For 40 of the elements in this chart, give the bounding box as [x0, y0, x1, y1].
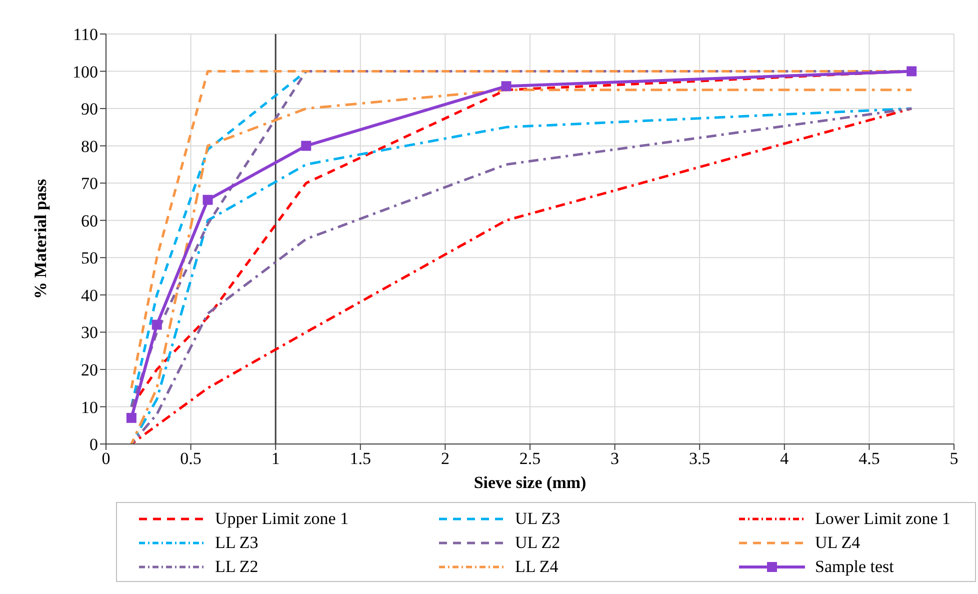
y-tick-label: 10 — [81, 398, 98, 417]
point — [501, 81, 512, 92]
legend-label: UL Z3 — [515, 509, 560, 529]
point — [906, 66, 917, 76]
legend-label: Lower Limit zone 1 — [815, 509, 950, 529]
point — [152, 320, 162, 330]
y-tick-label: 0 — [90, 435, 98, 454]
legend-label: UL Z2 — [515, 533, 560, 553]
x-tick-label: 3.5 — [688, 449, 710, 468]
legend-label: LL Z3 — [215, 533, 258, 553]
y-tick-label: 90 — [81, 100, 98, 119]
y-tick-label: 30 — [81, 323, 98, 342]
y-axis-title: % Material pass — [31, 178, 50, 299]
x-tick-label: 5 — [950, 449, 958, 468]
y-tick-label: 100 — [72, 62, 98, 82]
legend-label: LL Z2 — [215, 557, 258, 577]
x-tick-label: 3 — [610, 449, 620, 468]
x-tick-label: 1.5 — [350, 449, 372, 468]
y-tick-label: 20 — [81, 360, 98, 380]
y-tick-label: 60 — [81, 211, 98, 230]
x-tick-label: 0.5 — [180, 449, 202, 468]
x-tick-label: 2 — [440, 449, 450, 468]
legend-label: UL Z4 — [815, 533, 860, 553]
x-tick-label: 4 — [780, 449, 790, 468]
legend-label: Upper Limit zone 1 — [215, 509, 349, 529]
y-tick-label: 50 — [81, 248, 98, 268]
point — [126, 412, 136, 423]
x-tick-label: 2.5 — [519, 449, 541, 468]
y-tick-label: 70 — [81, 174, 98, 194]
legend-label: Sample test — [815, 557, 894, 577]
x-tick-label: 1 — [271, 449, 280, 468]
y-tick-label: 80 — [81, 136, 98, 156]
point — [301, 140, 312, 151]
x-tick-label: 4.5 — [858, 449, 880, 468]
point — [202, 194, 213, 205]
y-tick-label: 40 — [81, 286, 98, 305]
x-tick-label: 0 — [102, 449, 110, 468]
y-tick-label: 110 — [73, 25, 98, 44]
legend-label: LL Z4 — [515, 557, 558, 577]
x-axis-title: Sieve size (mm) — [474, 473, 586, 492]
